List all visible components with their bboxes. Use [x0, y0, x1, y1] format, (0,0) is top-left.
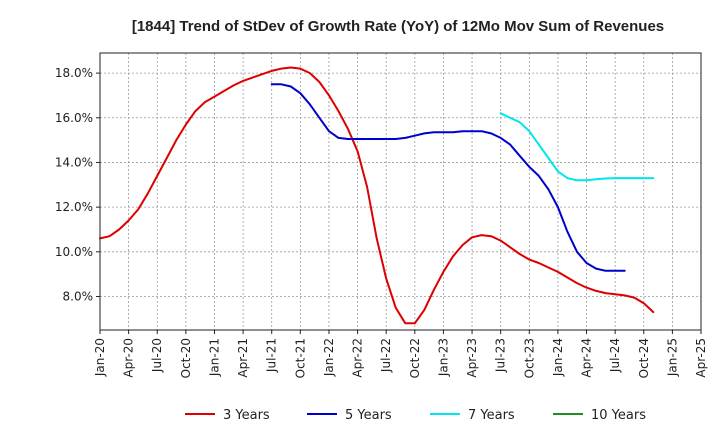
x-tick-label: Jul-21	[265, 338, 279, 373]
y-axis: 8.0% 10.0% 12.0% 14.0% 16.0% 18.0%	[55, 66, 100, 303]
legend: 3 Years 5 Years 7 Years 10 Years	[185, 408, 646, 423]
series-line-5-years	[270, 83, 626, 272]
y-tick-label: 8.0%	[63, 289, 94, 303]
x-tick-label: Jul-23	[494, 338, 508, 373]
x-tick-label: Jan-22	[322, 338, 336, 377]
x-tick-label: Oct-23	[522, 338, 536, 378]
y-tick-label: 12.0%	[55, 200, 93, 214]
x-tick-label: Oct-21	[293, 338, 307, 378]
series-layer	[99, 66, 655, 325]
x-tick-label: Apr-21	[236, 338, 250, 378]
x-tick-label: Apr-20	[122, 338, 136, 378]
x-tick-label: Jan-24	[551, 338, 565, 377]
y-tick-label: 14.0%	[55, 155, 93, 169]
series-line-3-years	[99, 66, 655, 325]
x-tick-label: Jul-20	[150, 338, 164, 373]
plot-frame	[99, 52, 702, 331]
legend-label: 3 Years	[223, 408, 270, 423]
x-tick-label: Jul-24	[608, 338, 622, 373]
x-tick-label: Jul-22	[379, 338, 393, 373]
x-tick-label: Oct-24	[637, 338, 651, 378]
x-tick-label: Jan-20	[93, 338, 107, 377]
series-line-7-years	[499, 112, 655, 182]
x-tick-label: Oct-22	[408, 338, 422, 378]
x-tick-label: Oct-20	[179, 338, 193, 378]
legend-label: 5 Years	[345, 408, 392, 423]
x-axis: Jan-20 Apr-20 Jul-20 Oct-20 Jan-21 Apr-21 Jul-…	[93, 330, 708, 378]
legend-label: 7 Years	[468, 408, 515, 423]
x-tick-label: Apr-23	[465, 338, 479, 378]
y-tick-label: 10.0%	[55, 245, 93, 259]
x-tick-label: Jan-25	[665, 338, 679, 377]
y-tick-label: 16.0%	[55, 111, 93, 125]
x-tick-label: Jan-23	[436, 338, 450, 377]
x-tick-label: Apr-24	[580, 338, 594, 378]
x-tick-label: Apr-22	[351, 338, 365, 378]
x-tick-label: Jan-21	[207, 338, 221, 377]
chart-title: [1844] Trend of StDev of Growth Rate (Yo…	[132, 18, 664, 35]
x-tick-label: Apr-25	[694, 338, 708, 378]
grid-layer	[100, 53, 701, 330]
y-tick-label: 18.0%	[55, 66, 93, 80]
legend-label: 10 Years	[591, 408, 646, 423]
